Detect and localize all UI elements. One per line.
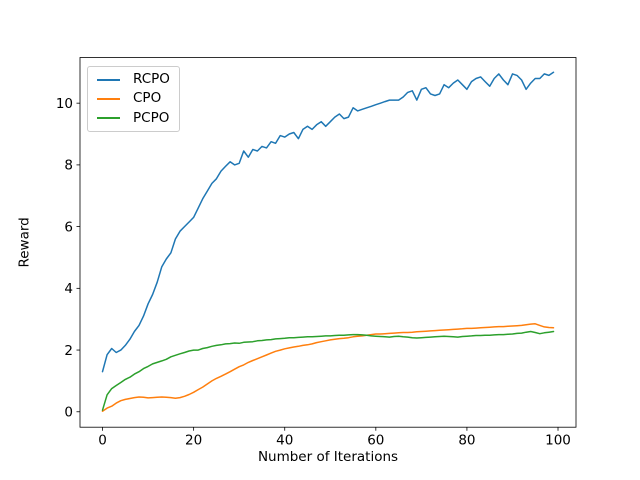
y-tick-label: 2 [64, 343, 73, 359]
y-tick-label: 6 [64, 219, 73, 235]
x-axis-label: Number of Iterations [258, 449, 398, 465]
y-tick-label: 8 [64, 158, 73, 174]
legend: RCPO CPO PCPO [87, 66, 180, 132]
series-line-rcpo [101, 71, 555, 373]
y-axis-label: Reward [17, 217, 33, 267]
x-tick-label: 20 [185, 433, 202, 449]
legend-item-rcpo: RCPO [97, 70, 173, 89]
series-line-cpo [101, 323, 555, 412]
legend-item-cpo: CPO [97, 89, 173, 108]
legend-item-pcpo: PCPO [97, 109, 173, 128]
y-tick-label: 10 [56, 96, 73, 112]
series-layer [101, 71, 555, 412]
x-tick-label: 0 [98, 433, 107, 449]
x-tick-label: 100 [545, 433, 571, 449]
y-tick-label: 4 [64, 281, 73, 297]
series-line-pcpo [101, 330, 555, 411]
x-tick-label: 80 [458, 433, 475, 449]
legend-label-pcpo: PCPO [133, 109, 170, 126]
legend-label-rcpo: RCPO [133, 70, 170, 87]
legend-label-cpo: CPO [133, 90, 162, 107]
legend-line-pcpo-icon [97, 117, 120, 120]
legend-line-cpo-icon [97, 97, 120, 100]
legend-line-rcpo-icon [97, 78, 120, 81]
x-tick-label: 40 [276, 433, 293, 449]
x-tick-label: 60 [367, 433, 384, 449]
y-tick-label: 0 [64, 405, 73, 421]
